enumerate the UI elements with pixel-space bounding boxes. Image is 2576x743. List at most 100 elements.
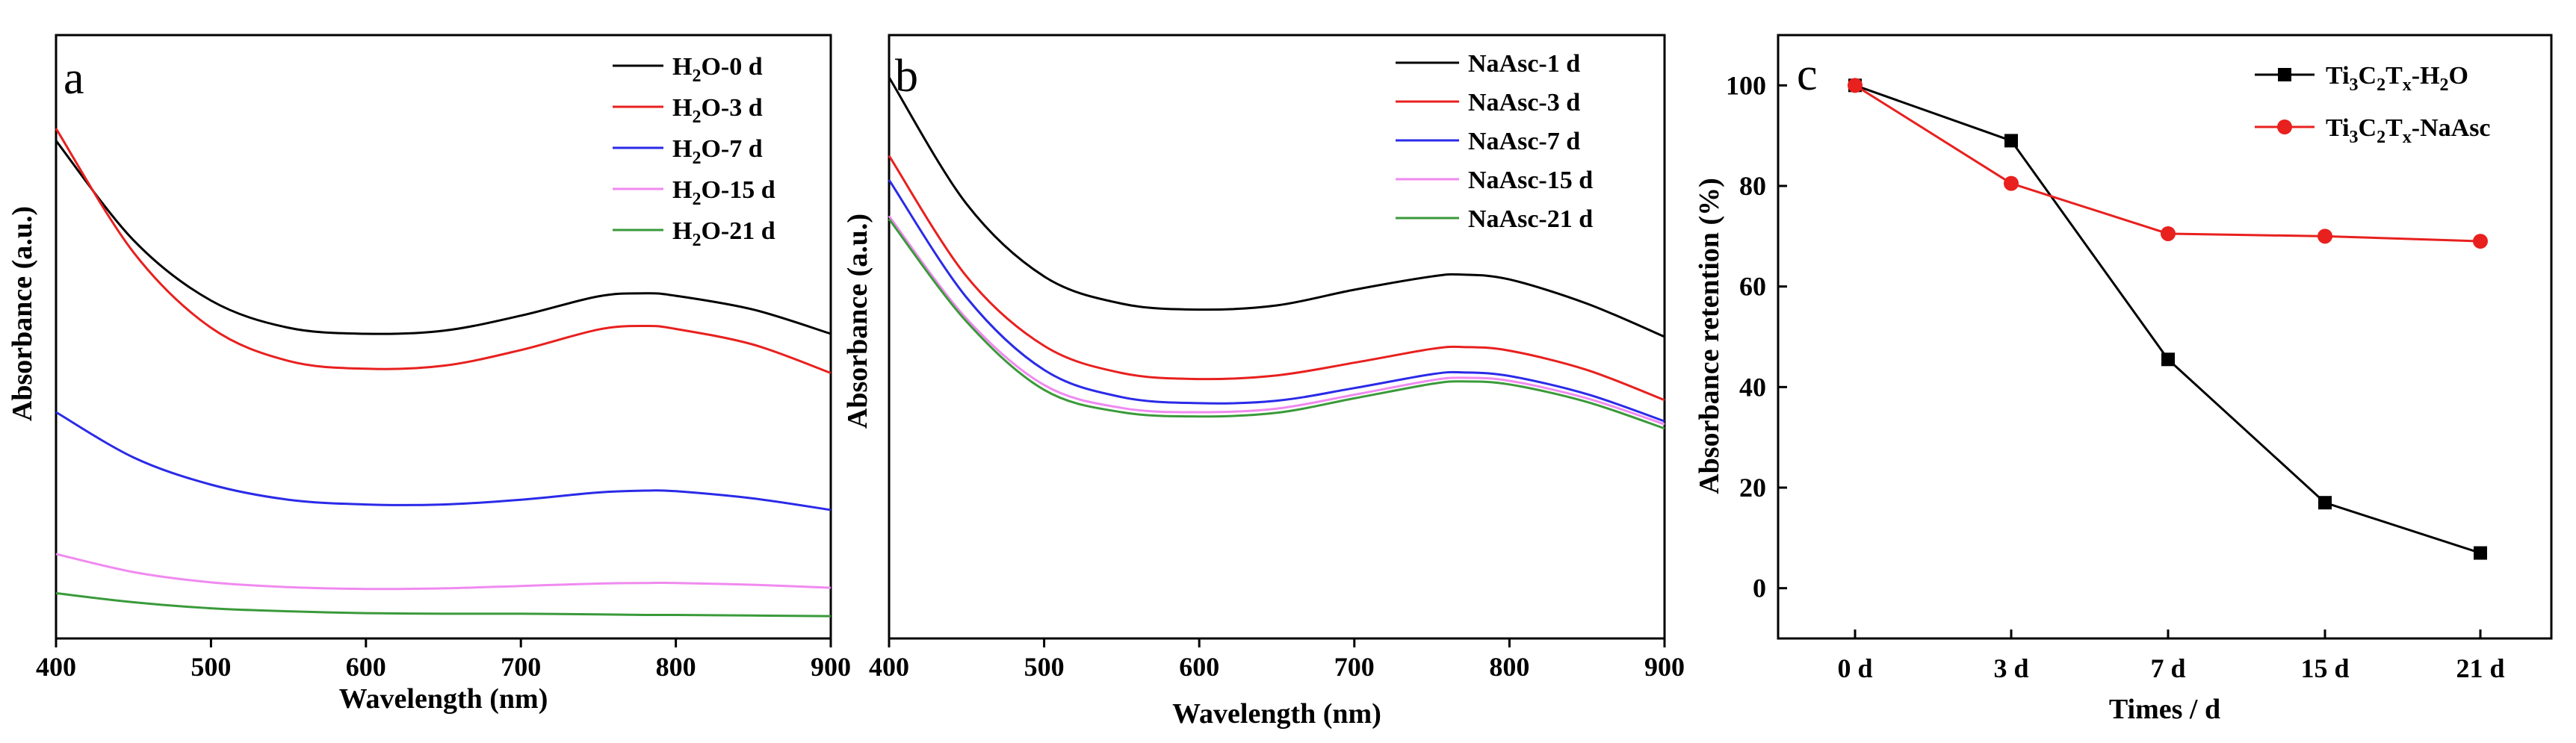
legend-label-1: H2O-0 d xyxy=(672,53,763,86)
legend-label-main: H xyxy=(672,94,692,122)
legend-label-part: x xyxy=(2403,75,2412,95)
panel-a: 400 500 600 700 800 900 a Wavelength (nm) Absorb… xyxy=(7,34,851,715)
x-tick-label: 600 xyxy=(1179,652,1219,682)
x-tick-label: 600 xyxy=(346,652,386,682)
legend-label-1: Ti3C2Tx-H2O xyxy=(2326,62,2468,95)
legend-label-part: 3 xyxy=(2350,75,2359,95)
data-point xyxy=(2318,496,2332,510)
x-tick-label: 700 xyxy=(1334,652,1375,682)
legend-label-main: H xyxy=(672,217,692,245)
legend-label-part: x xyxy=(2403,128,2412,147)
x-tick-label: 21 d xyxy=(2456,653,2504,683)
y-tick-label: 40 xyxy=(1739,372,1766,402)
data-point xyxy=(2004,134,2018,148)
data-point xyxy=(1848,78,1863,93)
data-point xyxy=(2161,226,2176,241)
legend-label-part: C xyxy=(2359,62,2377,90)
x-tick-label: 7 d xyxy=(2150,653,2185,683)
data-point xyxy=(2473,234,2488,249)
legend-label-sub: 2 xyxy=(692,108,701,127)
legend-label-part: -NaAsc xyxy=(2412,114,2491,142)
data-point xyxy=(2161,352,2175,367)
legend-label-part: Ti xyxy=(2326,62,2350,90)
legend-label-rest: O-7 d xyxy=(701,135,762,163)
legend-label-part: 2 xyxy=(2377,128,2385,147)
y-tick-label: 80 xyxy=(1739,171,1766,201)
legend-label-part: C xyxy=(2359,114,2377,142)
legend-label-part: T xyxy=(2385,114,2403,142)
x-tick-label: 400 xyxy=(869,652,909,682)
y-axis-label: Absorbance retention (%) xyxy=(1694,178,1725,494)
y-tick-label: 0 xyxy=(1753,573,1766,603)
plot-frame xyxy=(55,34,832,640)
legend-label-main: NaAsc-3 d xyxy=(1468,89,1580,116)
y-tick-label: 100 xyxy=(1726,70,1766,100)
legend-label-main: NaAsc-7 d xyxy=(1468,128,1580,155)
legend-marker xyxy=(2278,68,2291,81)
data-point xyxy=(2474,546,2487,560)
series-line-4 xyxy=(55,553,832,591)
y-axis-label: Absorbance (a.u.) xyxy=(7,206,38,421)
panel-b: 400 500 600 700 800 900 b Wavelength (nm) Absorb… xyxy=(842,34,1685,730)
legend-label-main: NaAsc-15 d xyxy=(1468,167,1593,194)
x-tick-label: 15 d xyxy=(2300,653,2349,683)
x-tick-label: 500 xyxy=(1024,652,1065,682)
x-axis-label: Wavelength (nm) xyxy=(1172,698,1381,730)
legend-label-main: H xyxy=(672,53,692,81)
panel-label: b xyxy=(895,51,918,102)
legend-label-sub: 2 xyxy=(692,66,701,86)
data-point xyxy=(2318,229,2332,244)
y-tick-label: 60 xyxy=(1739,272,1766,302)
legend-label-part: 3 xyxy=(2350,128,2359,147)
legend-label-1: NaAsc-1 d xyxy=(1468,50,1580,78)
series-line-3 xyxy=(55,411,832,512)
legend-label-rest: O-21 d xyxy=(701,217,775,245)
series-line-3 xyxy=(888,179,1665,423)
plot-frame xyxy=(888,34,1666,640)
panel-label: c xyxy=(1797,49,1818,100)
legend-label-sub: 2 xyxy=(692,231,701,250)
legend-label-sub: 2 xyxy=(692,190,701,209)
series-line-5 xyxy=(888,218,1665,430)
series-line-1 xyxy=(888,76,1665,338)
data-point xyxy=(2004,175,2019,191)
series-line-5 xyxy=(55,591,832,618)
x-tick-label: 500 xyxy=(191,652,231,682)
legend-label-2: H2O-3 d xyxy=(672,94,763,127)
legend-label-4: H2O-15 d xyxy=(672,176,775,209)
series-line-1 xyxy=(1854,84,2481,554)
legend-label-sub: 2 xyxy=(692,149,701,168)
legend-label-part: O xyxy=(2449,62,2468,90)
legend-label-main: H xyxy=(672,135,692,163)
y-tick-label: 20 xyxy=(1739,473,1766,503)
legend-label-5: NaAsc-21 d xyxy=(1468,205,1593,233)
x-tick-label: 400 xyxy=(36,652,76,682)
y-axis-label: Absorbance (a.u.) xyxy=(842,214,873,429)
x-tick-label: 800 xyxy=(656,652,696,682)
legend-label-3: NaAsc-7 d xyxy=(1468,128,1580,155)
series-line-4 xyxy=(888,215,1665,426)
x-tick-label: 0 d xyxy=(1837,653,1872,683)
x-tick-label: 900 xyxy=(811,652,851,682)
legend-label-part: T xyxy=(2385,62,2403,90)
x-tick-label: 800 xyxy=(1489,652,1529,682)
legend-label-part: Ti xyxy=(2326,114,2350,142)
legend-label-main: NaAsc-1 d xyxy=(1468,50,1580,78)
x-tick-label: 3 d xyxy=(1993,653,2028,683)
x-axis-label: Wavelength (nm) xyxy=(339,683,548,715)
legend-label-rest: O-0 d xyxy=(701,53,762,81)
x-axis-label: Times / d xyxy=(2109,694,2220,725)
legend-label-part: 2 xyxy=(2440,75,2449,95)
legend-marker xyxy=(2277,119,2292,134)
legend-label-2: NaAsc-3 d xyxy=(1468,89,1580,116)
legend-label-5: H2O-21 d xyxy=(672,217,775,250)
legend-label-part: -H xyxy=(2412,62,2440,90)
series-line-2 xyxy=(1854,84,2481,243)
legend-label-rest: O-3 d xyxy=(701,94,762,122)
legend-label-main: NaAsc-21 d xyxy=(1468,205,1593,233)
x-tick-label: 700 xyxy=(501,652,541,682)
x-tick-label: 900 xyxy=(1644,652,1685,682)
panel-c: 0 20 40 60 80 100 0 d 3 d 7 d 15 d 21 d c Times / d A… xyxy=(1694,34,2553,725)
